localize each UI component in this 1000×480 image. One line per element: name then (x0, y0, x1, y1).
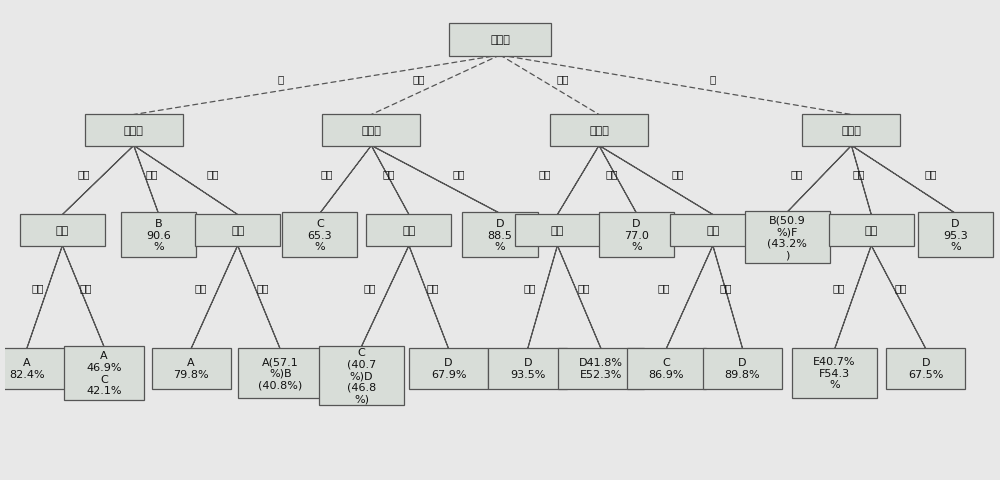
Text: 上午: 上午 (606, 168, 618, 179)
Text: 节假: 节假 (80, 283, 92, 292)
Text: A(57.1
%)B
(40.8%): A(57.1 %)B (40.8%) (258, 357, 302, 390)
FancyBboxPatch shape (745, 212, 830, 264)
FancyBboxPatch shape (0, 348, 66, 389)
Text: 节假: 节假 (719, 283, 732, 292)
Text: D
77.0
%: D 77.0 % (624, 219, 649, 252)
Text: 上午: 上午 (791, 168, 803, 179)
Text: 节假: 节假 (426, 283, 439, 292)
Text: 工作: 工作 (363, 283, 376, 292)
Text: 晚上: 晚上 (383, 168, 395, 179)
Text: 工作: 工作 (523, 283, 536, 292)
FancyBboxPatch shape (409, 348, 488, 389)
Text: B(50.9
%)F
(43.2%
): B(50.9 %)F (43.2% ) (767, 215, 807, 260)
Text: A
46.9%
C
42.1%: A 46.9% C 42.1% (86, 351, 122, 396)
FancyBboxPatch shape (829, 214, 914, 247)
Text: 日期: 日期 (56, 226, 69, 236)
FancyBboxPatch shape (322, 114, 420, 147)
Text: D
67.5%: D 67.5% (908, 358, 943, 379)
FancyBboxPatch shape (802, 114, 900, 147)
Text: 较多: 较多 (556, 74, 569, 84)
FancyBboxPatch shape (550, 114, 648, 147)
FancyBboxPatch shape (558, 348, 644, 389)
FancyBboxPatch shape (886, 348, 965, 389)
Text: 晚上: 晚上 (672, 168, 684, 179)
FancyBboxPatch shape (703, 348, 782, 389)
FancyBboxPatch shape (152, 348, 231, 389)
Text: 时间段: 时间段 (842, 126, 861, 136)
Text: D
88.5
%: D 88.5 % (488, 219, 512, 252)
FancyBboxPatch shape (85, 114, 183, 147)
Text: C
65.3
%: C 65.3 % (308, 219, 332, 252)
FancyBboxPatch shape (627, 348, 706, 389)
Text: E40.7%
F54.3
%: E40.7% F54.3 % (813, 357, 856, 390)
FancyBboxPatch shape (462, 213, 538, 258)
Text: D41.8%
E52.3%: D41.8% E52.3% (579, 358, 623, 379)
Text: 时间段: 时间段 (589, 126, 609, 136)
Text: 工作: 工作 (31, 283, 44, 292)
Text: D
93.5%: D 93.5% (510, 358, 545, 379)
Text: 上午: 上午 (320, 168, 333, 179)
Text: 航班数: 航班数 (490, 36, 510, 46)
Text: 工作: 工作 (832, 283, 845, 292)
Text: 下午: 下午 (452, 168, 465, 179)
Text: 日期: 日期 (706, 226, 719, 236)
Text: B
90.6
%: B 90.6 % (146, 219, 171, 252)
FancyBboxPatch shape (121, 213, 196, 258)
Text: 下午: 下午 (538, 168, 551, 179)
FancyBboxPatch shape (515, 214, 600, 247)
Text: 较少: 较少 (413, 74, 425, 84)
Text: 节假: 节假 (895, 283, 907, 292)
Text: 时间段: 时间段 (124, 126, 144, 136)
Text: 节假: 节假 (578, 283, 590, 292)
Text: 下午: 下午 (145, 168, 158, 179)
Text: 日期: 日期 (551, 226, 564, 236)
FancyBboxPatch shape (670, 214, 755, 247)
Text: 下午: 下午 (852, 168, 865, 179)
Text: 工作: 工作 (195, 283, 207, 292)
Text: 下午: 下午 (78, 168, 90, 179)
Text: A
82.4%: A 82.4% (9, 358, 45, 379)
FancyBboxPatch shape (488, 348, 567, 389)
Text: D
67.9%: D 67.9% (431, 358, 466, 379)
Text: D
95.3
%: D 95.3 % (943, 219, 968, 252)
Text: 日期: 日期 (231, 226, 244, 236)
Text: D
89.8%: D 89.8% (725, 358, 760, 379)
Text: C
86.9%: C 86.9% (649, 358, 684, 379)
Text: 时间段: 时间段 (361, 126, 381, 136)
FancyBboxPatch shape (918, 213, 993, 258)
FancyBboxPatch shape (282, 213, 357, 258)
FancyBboxPatch shape (366, 214, 451, 247)
Text: 节假: 节假 (256, 283, 269, 292)
FancyBboxPatch shape (449, 24, 551, 57)
Text: 日期: 日期 (865, 226, 878, 236)
FancyBboxPatch shape (599, 213, 674, 258)
Text: 晚上: 晚上 (207, 168, 219, 179)
Text: A
79.8%: A 79.8% (173, 358, 209, 379)
FancyBboxPatch shape (792, 348, 877, 398)
Text: 少: 少 (277, 74, 283, 84)
FancyBboxPatch shape (20, 214, 105, 247)
FancyBboxPatch shape (195, 214, 280, 247)
FancyBboxPatch shape (319, 346, 404, 405)
FancyBboxPatch shape (238, 348, 323, 398)
Text: 工作: 工作 (657, 283, 670, 292)
FancyBboxPatch shape (64, 346, 144, 400)
Text: 日期: 日期 (402, 226, 416, 236)
Text: C
(40.7
%)D
(46.8
%): C (40.7 %)D (46.8 %) (347, 348, 376, 404)
Text: 多: 多 (710, 74, 716, 84)
Text: 晚上: 晚上 (924, 168, 937, 179)
